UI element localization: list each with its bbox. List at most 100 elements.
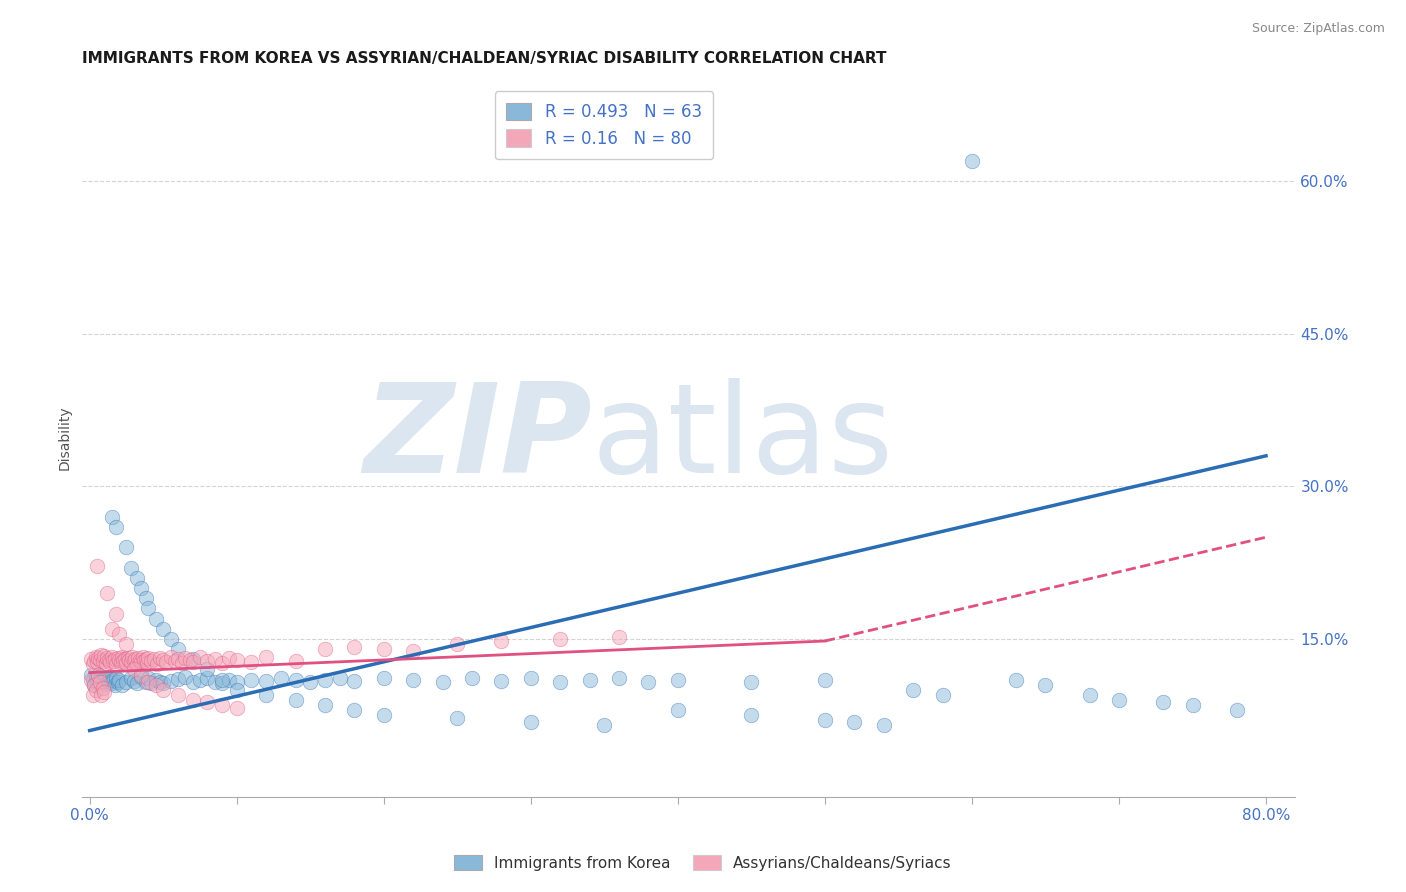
Point (138, 674, 160, 689)
Point (520, 671, 543, 685)
Point (115, 637, 138, 651)
Text: atlas: atlas (592, 377, 894, 499)
Point (637, 674, 659, 689)
Point (1035, 678, 1057, 692)
Point (97, 653, 120, 667)
Point (111, 652, 134, 666)
Point (141, 675, 163, 690)
Point (1005, 673, 1028, 687)
Point (86, 656, 108, 670)
Point (211, 657, 233, 671)
Text: ZIP: ZIP (363, 377, 592, 499)
Point (172, 657, 194, 671)
Point (96, 651, 118, 665)
Point (211, 698, 233, 712)
Point (96, 586, 118, 600)
Point (87, 670, 110, 684)
Point (105, 607, 128, 621)
Point (100, 622, 122, 636)
Point (136, 657, 159, 671)
Point (82, 657, 104, 672)
Point (104, 678, 127, 692)
Point (254, 688, 277, 702)
Point (93, 685, 115, 699)
Point (152, 653, 174, 667)
Point (104, 652, 127, 666)
Point (83, 678, 105, 692)
Point (373, 671, 395, 685)
Point (960, 153, 983, 168)
Point (128, 653, 150, 667)
Point (129, 667, 152, 681)
Point (105, 671, 128, 685)
Point (432, 674, 454, 689)
Point (135, 674, 157, 689)
Point (666, 703, 689, 717)
Point (98, 656, 121, 670)
Point (86, 558, 108, 573)
Point (90, 688, 112, 702)
Point (491, 634, 513, 648)
Point (129, 656, 152, 670)
Point (254, 673, 277, 688)
Point (86, 674, 108, 689)
Point (491, 673, 513, 688)
Point (146, 657, 169, 672)
Point (254, 650, 277, 665)
Point (120, 560, 142, 574)
Point (195, 671, 218, 685)
Point (129, 670, 152, 684)
Point (122, 673, 145, 688)
Point (129, 581, 152, 595)
Legend: Immigrants from Korea, Assyrians/Chaldeans/Syriacs: Immigrants from Korea, Assyrians/Chaldea… (446, 846, 960, 880)
Point (873, 718, 896, 732)
Point (101, 654, 124, 668)
Point (107, 651, 129, 665)
Point (115, 541, 138, 555)
Point (91, 681, 114, 695)
Point (901, 682, 924, 697)
Point (211, 675, 233, 690)
Point (107, 674, 129, 689)
Point (94, 657, 117, 671)
Point (89, 674, 111, 689)
Point (1181, 698, 1204, 712)
Point (138, 601, 160, 615)
Point (135, 652, 157, 666)
Point (167, 652, 190, 666)
Point (87, 667, 110, 681)
Point (131, 650, 153, 665)
Point (152, 622, 174, 636)
Point (329, 671, 352, 685)
Point (548, 632, 571, 646)
Point (740, 674, 762, 689)
Point (314, 673, 336, 687)
Point (179, 653, 201, 667)
Point (284, 693, 307, 707)
Point (149, 674, 172, 689)
Point (225, 701, 247, 715)
Y-axis label: Disability: Disability (58, 406, 72, 470)
Point (80, 652, 103, 666)
Point (195, 663, 218, 677)
Point (607, 671, 630, 685)
Point (159, 673, 181, 688)
Point (90, 648, 112, 663)
Point (121, 650, 143, 665)
Point (125, 675, 148, 690)
Point (373, 708, 395, 723)
Point (343, 703, 366, 717)
Point (152, 675, 174, 690)
Point (1152, 695, 1174, 709)
Point (225, 682, 247, 697)
Point (125, 657, 148, 672)
Point (343, 640, 366, 654)
Point (270, 671, 292, 685)
Point (100, 650, 122, 665)
Point (373, 642, 395, 657)
Point (299, 674, 322, 689)
Point (149, 651, 172, 665)
Point (105, 657, 128, 672)
Point (1226, 703, 1249, 717)
Point (181, 656, 204, 670)
